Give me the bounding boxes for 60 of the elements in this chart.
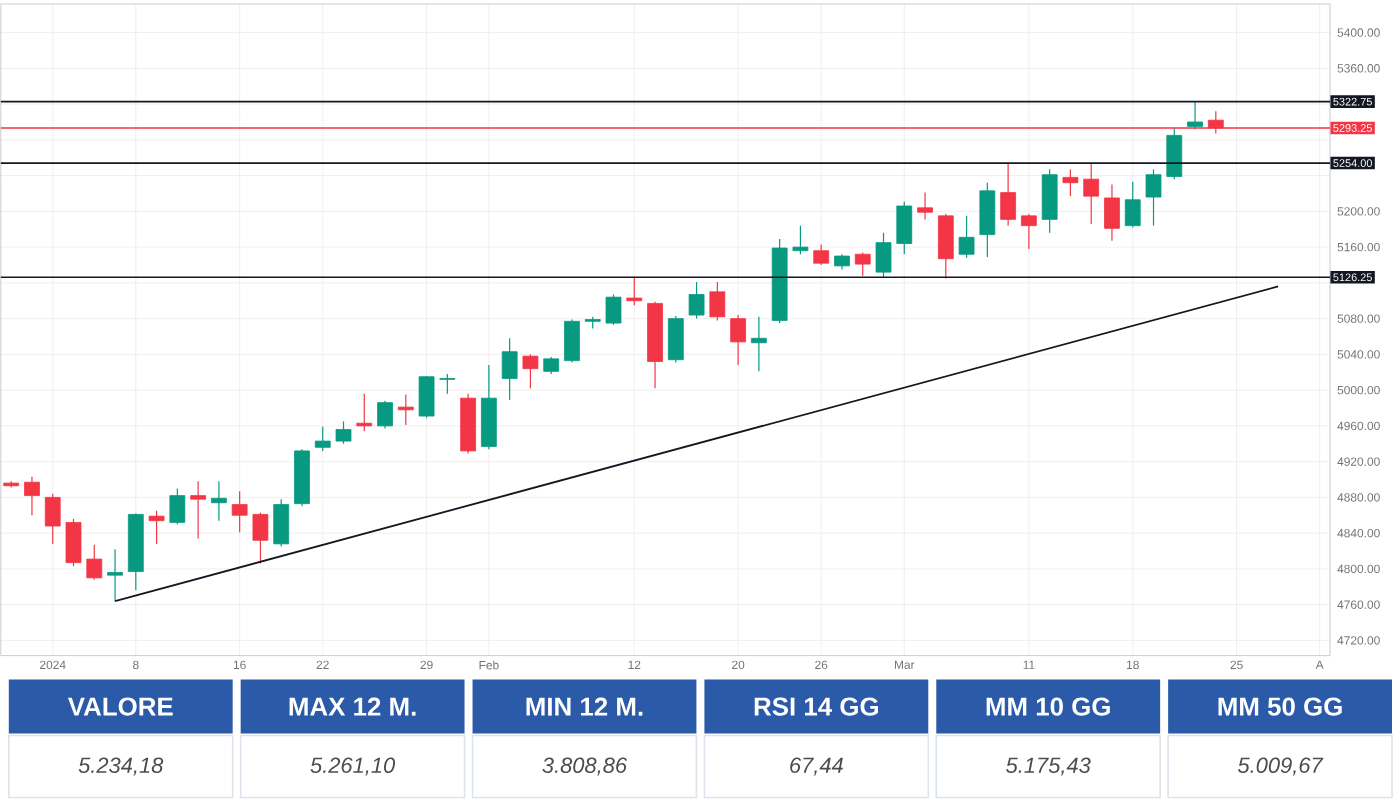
text: 67,44 [790,757,843,776]
candlestick [1021,213,1037,250]
candlestick [335,421,352,445]
candlestick [1166,127,1183,180]
candlestick [854,252,871,277]
candlestick [273,498,290,548]
candlestick [252,512,269,565]
text: 3.808,86 [542,757,628,776]
candlestick [1187,101,1203,130]
text: MAX 12 M. [289,697,416,716]
text: MM 50 GG [1218,697,1342,716]
candlestick [377,400,393,430]
candlestick [626,276,643,307]
text: MIN 12 M. [526,697,643,716]
candlestick [1145,168,1162,227]
text: 5.261,10 [310,757,396,776]
candlestick [688,281,705,320]
candlestick [439,373,456,395]
candlestick [896,201,913,256]
candlestick [667,315,684,364]
candlestick [44,493,61,545]
candlestick [709,281,726,322]
candlestick [418,375,435,419]
candlestick [730,314,746,366]
candlestick [1000,163,1016,227]
candlestick [1124,181,1141,229]
candlestick [937,213,954,280]
text: VALORE [67,697,173,716]
text: MM 10 GG [986,697,1110,716]
candlestick [958,215,975,259]
text: 5.009,67 [1237,757,1324,776]
candlestick [314,426,331,452]
candlestick [501,337,518,401]
candlestick [917,192,933,221]
candlestick [564,319,580,364]
candlestick [107,548,123,602]
candlestick [148,510,165,545]
candlestick [231,490,248,534]
candlestick [751,316,767,373]
candlestick [397,394,414,426]
candlestick [65,518,82,568]
candlestick [356,393,373,433]
candlestick [1083,163,1100,225]
candlestick [875,232,892,279]
candlestick [1104,184,1120,242]
candlestick [792,225,809,256]
candlestick [211,480,227,522]
candlestick [979,182,996,258]
candlestick [169,488,186,526]
text: 5.175,43 [1006,757,1091,776]
candlestick [522,354,539,390]
text: RSI 14 GG [754,697,879,716]
candlestick [1041,168,1058,234]
candlestick [24,476,40,517]
candlestick [190,480,206,540]
candlestick [813,244,830,266]
candlestick [86,544,103,581]
candlestick [605,294,622,326]
candlestick [1062,168,1079,197]
text: 5.234,18 [78,757,164,776]
